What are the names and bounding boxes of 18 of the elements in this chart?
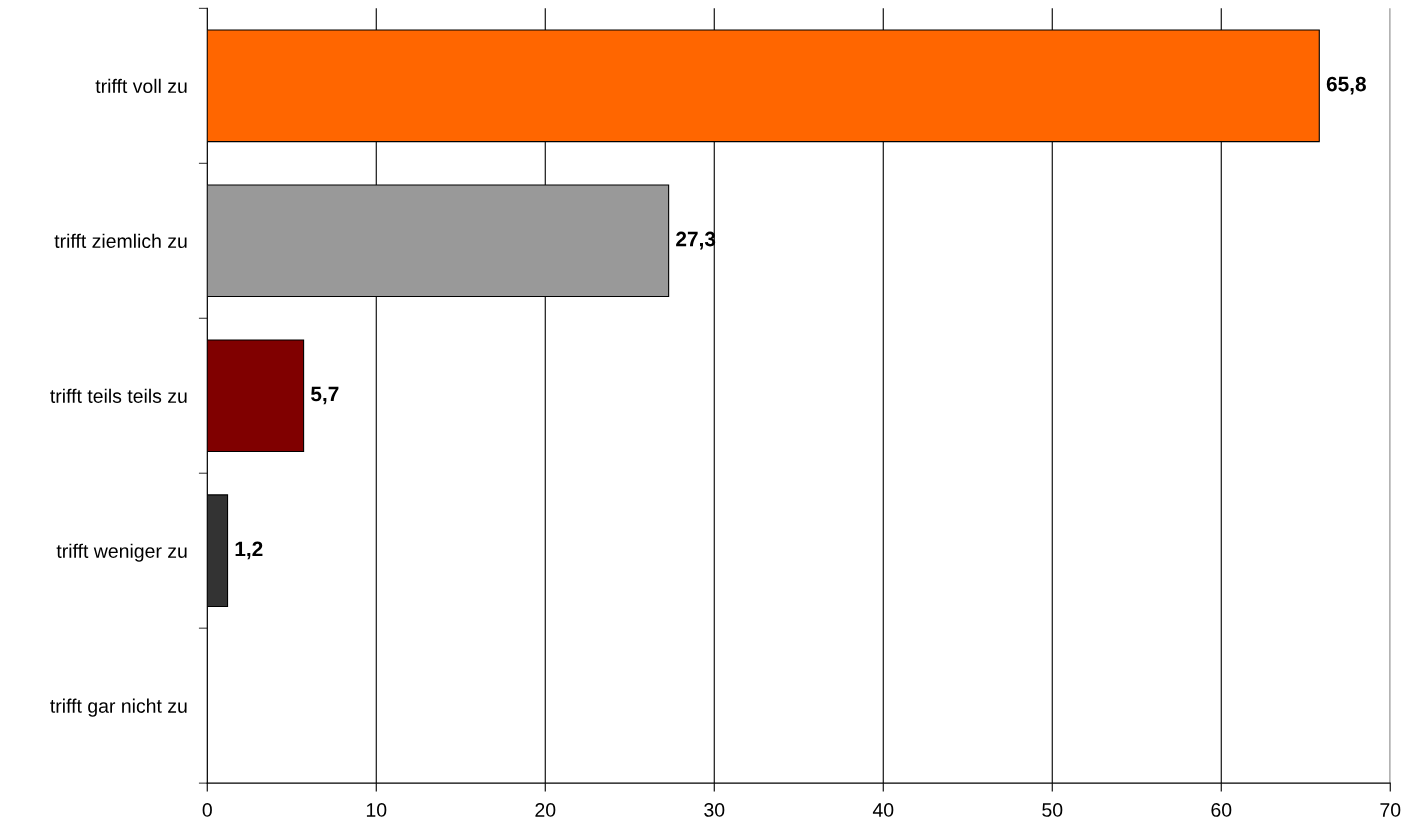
bar <box>207 494 229 608</box>
data-label: 5,7 <box>311 386 339 405</box>
x-tick-label: 50 <box>1042 803 1063 817</box>
x-tick-label: 0 <box>202 803 212 817</box>
data-label: 1,2 <box>235 541 263 560</box>
y-tick-label: trifft ziemlich zu <box>54 233 187 249</box>
x-tick-label: 60 <box>1211 803 1232 817</box>
y-tick-label: trifft gar nicht zu <box>50 698 187 717</box>
x-tick-label: 70 <box>1380 803 1401 817</box>
x-tick-label: 10 <box>366 803 387 817</box>
y-tick-label: trifft voll zu <box>95 78 187 94</box>
bar <box>207 339 305 453</box>
data-label: 65,8 <box>1326 76 1366 95</box>
x-tick-label: 40 <box>872 803 894 817</box>
y-tick-label: trifft teils teils zu <box>50 388 187 403</box>
x-tick-label: 20 <box>535 803 556 817</box>
y-tick-label: trifft weniger zu <box>56 543 187 562</box>
x-tick-label: 30 <box>704 803 725 817</box>
